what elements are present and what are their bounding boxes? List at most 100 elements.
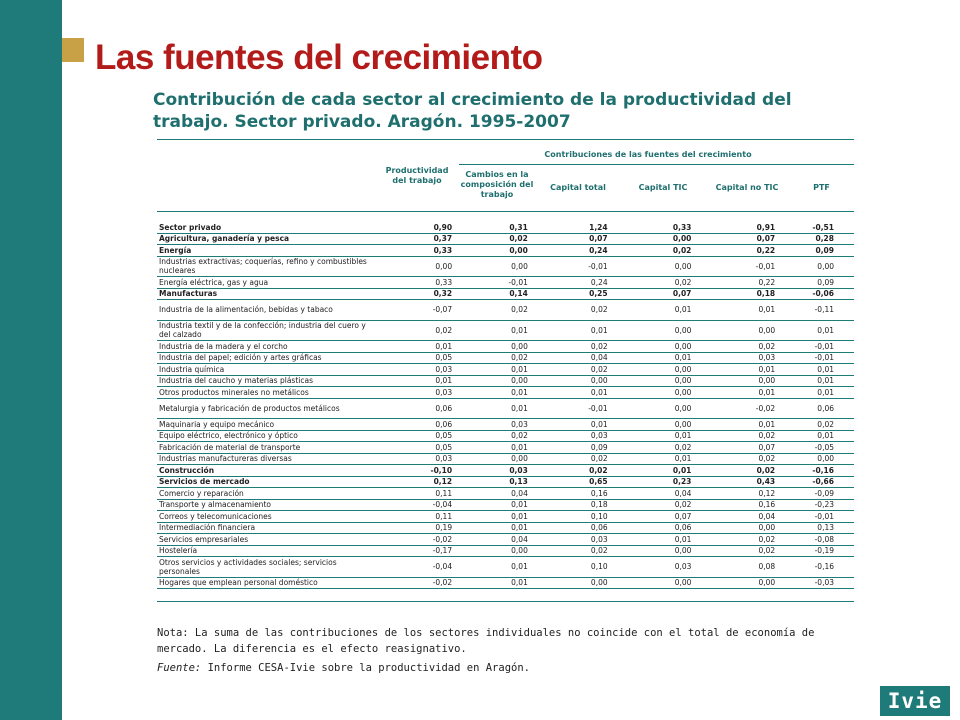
row-value: 0,28	[815, 234, 834, 244]
row-value: 0,23	[672, 477, 692, 487]
row-value: 0,01	[511, 500, 528, 510]
row-label: Industria de la alimentación, bebidas y …	[159, 305, 333, 315]
row-value: 0,02	[756, 465, 776, 475]
row-value: 0,01	[511, 325, 528, 335]
row-value: 0,01	[758, 305, 776, 315]
row-value: 0,07	[756, 234, 776, 244]
row-value: 0,00	[674, 376, 692, 386]
row-label: Hostelería	[159, 546, 198, 556]
row-value: -0,01	[755, 261, 776, 271]
row-value: 0,18	[590, 500, 608, 510]
row-value: 0,01	[674, 353, 692, 363]
table-row: Correos y telecomunicaciones 0,11 0,01 0,10…	[157, 511, 854, 523]
row-value: 0,00	[511, 546, 528, 556]
row-value: 0,04	[590, 353, 608, 363]
productivity-table: Productividad del trabajo Contribuciones…	[157, 139, 854, 602]
table-row: Otros servicios y actividades sociales; …	[157, 557, 854, 578]
row-label: Fabricación de material de transporte	[159, 442, 301, 452]
row-value: 0,24	[590, 277, 608, 287]
table-row: Hostelería -0,17 0,00 0,02 0,00 0,02 -0,19	[157, 546, 854, 557]
row-value: 0,00	[672, 234, 692, 244]
row-value: 0,01	[511, 387, 528, 397]
row-label: Energía eléctrica, gas y agua	[159, 277, 269, 287]
row-value: 0,22	[758, 277, 776, 287]
row-value: 0,05	[435, 431, 453, 441]
row-value: 0,00	[674, 546, 692, 556]
row-value: 0,06	[435, 403, 453, 413]
table-row: Intermediación financiera 0,19 0,01 0,06 0,0…	[157, 523, 854, 534]
table-row: Hogares que emplean personal doméstico -0…	[157, 578, 854, 589]
table-row: Equipo eléctrico, electrónico y óptico 0,…	[157, 431, 854, 442]
row-value: 0,03	[435, 387, 453, 397]
row-value: 0,02	[511, 353, 528, 363]
row-value: 0,90	[433, 222, 453, 232]
row-value: 0,01	[817, 364, 834, 374]
row-value: 0,07	[672, 289, 692, 299]
table-subtitle: Contribución de cada sector al crecimien…	[153, 90, 792, 132]
row-value: 0,00	[511, 261, 528, 271]
table-row: Comercio y reparación 0,11 0,04 0,16 0,04 0,1…	[157, 488, 854, 500]
row-value: 0,02	[589, 465, 608, 475]
table-bottom-rule	[157, 601, 854, 602]
table-row: Industria química 0,03 0,01 0,02 0,00 0,01 0,0…	[157, 364, 854, 376]
row-value: -0,17	[432, 546, 453, 556]
table-row: Energía 0,33 0,00 0,24 0,02 0,22 0,09	[157, 245, 854, 257]
row-value: 0,65	[589, 477, 608, 487]
row-value: -0,04	[432, 562, 453, 572]
row-value: 0,01	[817, 325, 834, 335]
table-row: Industria del papel; edición y artes grá…	[157, 353, 854, 364]
row-value: 0,00	[674, 578, 692, 588]
row-value: -0,10	[430, 465, 453, 475]
table-row: Servicios de mercado 0,12 0,13 0,65 0,23 0,43…	[157, 477, 854, 488]
row-value: -0,01	[508, 277, 528, 287]
row-value: 0,01	[511, 511, 528, 521]
row-value: 0,01	[511, 523, 528, 533]
row-value: 0,00	[817, 454, 834, 464]
row-value: -0,01	[814, 353, 834, 363]
header-cambios-composicion: Cambios en la composición del trabajo	[460, 170, 534, 199]
row-value: -0,19	[814, 546, 834, 556]
row-label: Maquinaria y equipo mecánico	[159, 419, 275, 429]
row-value: 0,00	[511, 454, 528, 464]
row-value: 0,02	[435, 325, 453, 335]
row-value: -0,11	[814, 305, 834, 315]
row-value: 0,02	[758, 454, 776, 464]
row-value: -0,07	[432, 305, 453, 315]
row-value: 0,24	[589, 245, 608, 255]
row-value: -0,09	[814, 488, 834, 498]
table-header: Productividad del trabajo Contribuciones…	[157, 139, 854, 212]
row-value: 0,01	[511, 403, 528, 413]
row-value: 0,00	[758, 325, 776, 335]
row-value: 0,03	[435, 454, 453, 464]
row-value: 0,32	[433, 289, 453, 299]
row-value: 0,06	[590, 523, 608, 533]
row-label: Industria de la madera y el corcho	[159, 341, 288, 351]
row-label: Transporte y almacenamiento	[159, 500, 271, 510]
row-value: 0,01	[590, 419, 608, 429]
row-value: 0,01	[435, 376, 453, 386]
row-value: 0,04	[511, 488, 528, 498]
row-value: 0,05	[435, 442, 453, 452]
table-row: Manufacturas 0,32 0,14 0,25 0,07 0,18 -0,06	[157, 289, 854, 300]
table-row: Industria de la alimentación, bebidas y …	[157, 300, 854, 321]
row-value: 0,00	[509, 245, 528, 255]
row-value: 0,03	[435, 364, 453, 374]
row-value: 0,00	[674, 341, 692, 351]
row-label: Industria del caucho y materias plástica…	[159, 376, 313, 386]
row-value: 0,91	[756, 222, 776, 232]
row-value: 0,00	[758, 376, 776, 386]
row-value: 0,02	[758, 431, 776, 441]
row-value: 0,04	[511, 534, 528, 544]
table-row: Agricultura, ganadería y pesca 0,37 0,02 0,…	[157, 234, 854, 245]
row-label: Industria textil y de la confección; ind…	[159, 321, 366, 340]
row-value: 0,02	[674, 277, 692, 287]
row-label: Energía	[159, 245, 192, 255]
row-value: 0,00	[674, 403, 692, 413]
table-row: Industria textil y de la confección; ind…	[157, 321, 854, 341]
row-value: 0,10	[590, 511, 608, 521]
row-value: 0,03	[674, 562, 692, 572]
row-value: -0,04	[432, 500, 453, 510]
row-value: 0,02	[590, 305, 608, 315]
row-value: -0,02	[755, 403, 776, 413]
header-capital-tic: Capital TIC	[638, 183, 688, 192]
